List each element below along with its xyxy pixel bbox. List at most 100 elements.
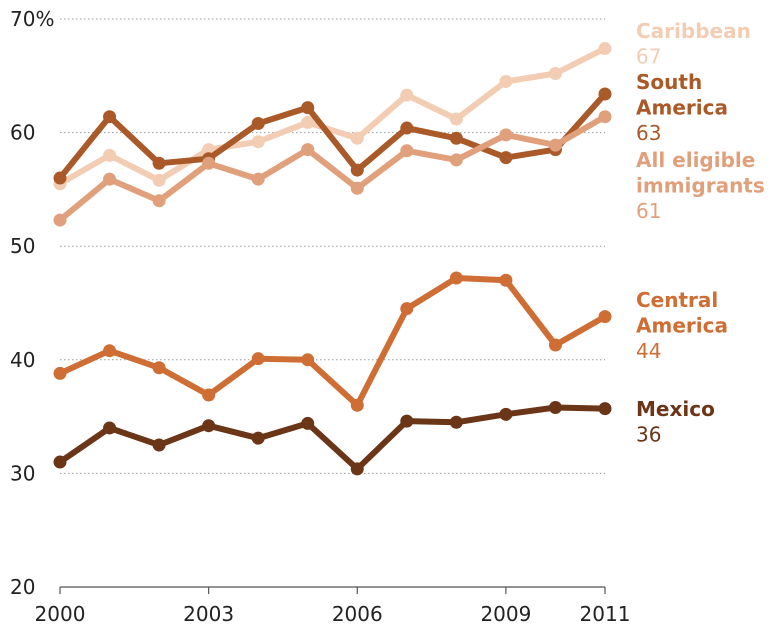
y-tick-label-40: 40 [10, 348, 35, 372]
data-point-central-america-2000 [53, 366, 67, 380]
data-point-all-eligible-immigrants-2009 [499, 128, 513, 142]
legend-value-south-america: 63 [636, 121, 661, 145]
y-tick-label-60: 60 [10, 121, 35, 145]
data-point-south-america-2007 [400, 121, 414, 135]
data-point-central-america-2007 [400, 302, 414, 316]
data-point-central-america-2009 [499, 273, 513, 287]
y-tick-label-20: 20 [10, 575, 35, 599]
data-point-caribbean-2008 [449, 112, 463, 126]
gridlines [60, 18, 605, 474]
legend-value-all-eligible-immigrants: 61 [636, 199, 661, 223]
data-point-caribbean-2002 [152, 173, 166, 187]
data-point-central-america-2011 [598, 310, 612, 324]
x-tick-label-2006: 2006 [332, 602, 383, 626]
data-point-south-america-2011 [598, 87, 612, 101]
legend-name-caribbean-1: Caribbean [636, 19, 751, 43]
data-point-central-america-2005 [301, 353, 315, 367]
series-line-caribbean [57, 45, 608, 187]
data-point-caribbean-2006 [350, 131, 364, 145]
series-central-america [53, 271, 612, 412]
data-point-mexico-2004 [251, 431, 265, 445]
x-axis [59, 586, 606, 594]
series-all-eligible-immigrants [53, 110, 612, 227]
legend-value-mexico: 36 [636, 423, 661, 447]
x-tick-label-2011: 2011 [580, 602, 631, 626]
data-point-mexico-2003 [202, 419, 216, 433]
data-point-caribbean-2009 [499, 74, 513, 88]
data-point-all-eligible-immigrants-2004 [251, 172, 265, 186]
data-point-caribbean-2004 [251, 135, 265, 149]
data-point-mexico-2005 [301, 416, 315, 430]
data-point-mexico-2010 [548, 401, 562, 415]
data-point-all-eligible-immigrants-2007 [400, 144, 414, 158]
legend-name-south-america-1: South [636, 70, 702, 94]
data-point-all-eligible-immigrants-2008 [449, 153, 463, 167]
data-point-south-america-2004 [251, 117, 265, 131]
data-point-all-eligible-immigrants-2011 [598, 110, 612, 124]
data-point-all-eligible-immigrants-2005 [301, 143, 315, 157]
data-point-caribbean-2001 [103, 148, 117, 162]
x-tick-label-2000: 2000 [35, 602, 86, 626]
data-point-mexico-2006 [350, 462, 364, 476]
data-point-south-america-2000 [53, 171, 67, 185]
data-point-south-america-2006 [350, 163, 364, 177]
legend-name-mexico-1: Mexico [636, 397, 715, 421]
series-caribbean [53, 42, 612, 191]
data-point-caribbean-2007 [400, 88, 414, 102]
data-point-central-america-2008 [449, 271, 463, 285]
data-point-south-america-2008 [449, 131, 463, 145]
x-tick-label-2003: 2003 [183, 602, 234, 626]
legend-name-all-eligible-immigrants-1: All eligible [636, 148, 755, 172]
data-point-mexico-2009 [499, 407, 513, 421]
data-point-central-america-2006 [350, 398, 364, 412]
data-point-caribbean-2010 [548, 67, 562, 81]
legend-name-central-america-2: America [636, 314, 728, 338]
y-tick-label-70: 70% [10, 7, 54, 31]
legend-name-central-america-1: Central [636, 288, 718, 312]
legend-value-central-america: 44 [636, 339, 661, 363]
x-tick-labels: 2000 2003 2006 2009 2011 [35, 602, 631, 626]
data-point-central-america-2010 [548, 338, 562, 352]
data-point-all-eligible-immigrants-2010 [548, 138, 562, 152]
series-line-south-america [57, 91, 608, 181]
y-tick-label-30: 30 [10, 461, 35, 485]
data-point-south-america-2005 [301, 101, 315, 115]
y-tick-label-50: 50 [10, 234, 35, 258]
legend-name-south-america-2: America [636, 96, 728, 120]
data-point-central-america-2002 [152, 361, 166, 375]
legend-value-caribbean: 67 [636, 45, 661, 69]
data-point-mexico-2002 [152, 438, 166, 452]
data-point-south-america-2002 [152, 156, 166, 170]
data-point-all-eligible-immigrants-2001 [103, 172, 117, 186]
data-point-all-eligible-immigrants-2002 [152, 194, 166, 208]
data-point-mexico-2007 [400, 414, 414, 428]
data-point-caribbean-2005 [301, 115, 315, 129]
data-point-central-america-2001 [103, 344, 117, 358]
data-point-mexico-2001 [103, 421, 117, 435]
series-line-all-eligible-immigrants [57, 113, 608, 224]
series-line-mexico [57, 404, 608, 472]
data-point-south-america-2009 [499, 151, 513, 165]
data-point-south-america-2001 [103, 110, 117, 124]
data-point-central-america-2003 [202, 388, 216, 402]
data-point-caribbean-2011 [598, 42, 612, 56]
data-point-mexico-2011 [598, 402, 612, 416]
x-tick-label-2009: 2009 [480, 602, 531, 626]
y-tick-labels: 20 30 40 50 60 70% [10, 7, 54, 599]
series-lines [53, 42, 612, 476]
legend-name-all-eligible-immigrants-2: immigrants [636, 174, 765, 198]
data-point-all-eligible-immigrants-2000 [53, 213, 67, 227]
series-mexico [53, 401, 612, 476]
data-point-mexico-2008 [449, 415, 463, 429]
data-point-central-america-2004 [251, 352, 265, 366]
data-point-all-eligible-immigrants-2006 [350, 181, 364, 195]
data-point-all-eligible-immigrants-2003 [202, 156, 216, 170]
data-point-mexico-2000 [53, 455, 67, 469]
